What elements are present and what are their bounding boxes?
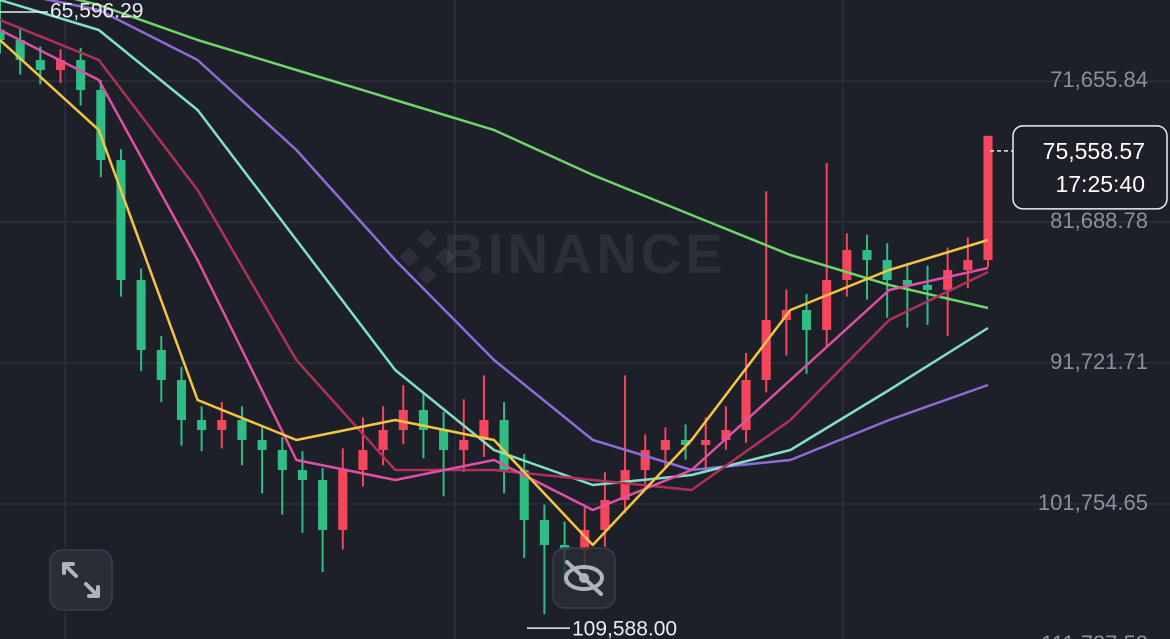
y-tick-label: 101,754.65: [1038, 490, 1148, 515]
candle-body: [439, 429, 449, 450]
candle-body: [217, 419, 227, 430]
candle-body: [479, 419, 489, 440]
y-tick-label: 71,655.84: [1050, 67, 1148, 92]
watermark: BINANCE: [443, 222, 726, 285]
candle-body: [277, 449, 287, 470]
candle-body: [963, 259, 973, 270]
candle-body: [580, 529, 590, 550]
ma-line: [43, 0, 989, 472]
candle-body: [822, 279, 832, 330]
candle-body: [378, 429, 388, 450]
low-marker-label: 65,596.29: [50, 0, 143, 23]
ma-line: [0, 28, 989, 512]
candle-body: [257, 439, 267, 450]
high-marker-label: 109,588.00: [572, 618, 677, 639]
candle-body: [0, 29, 5, 40]
candle-body: [499, 419, 509, 470]
candle-body: [681, 439, 691, 445]
candle-body: [761, 319, 771, 380]
candle-body: [338, 469, 348, 530]
y-axis: 71,655.84 81,688.78 91,721.71 101,754.65 111…: [1038, 67, 1148, 639]
ma-line: [0, 0, 989, 487]
candle-body: [620, 469, 630, 500]
watermark-logo: [399, 229, 455, 285]
candle-body: [801, 309, 812, 330]
ma-line: [0, 39, 989, 547]
candle-body: [902, 279, 912, 285]
candle-body: [943, 269, 953, 290]
countdown-label: 17:25:40: [1055, 171, 1145, 197]
candle-body: [459, 439, 469, 450]
y-tick-label: 91,721.71: [1050, 349, 1148, 374]
candle-body: [55, 59, 66, 71]
candle-body: [197, 419, 207, 430]
candle-body: [398, 409, 408, 430]
candle-body: [156, 349, 166, 380]
y-tick-label: 111,787.58: [1041, 631, 1148, 639]
candle-body: [741, 379, 751, 430]
last-price-badge: [1012, 125, 1168, 210]
candle-body: [640, 449, 650, 470]
candle-body: [983, 135, 993, 260]
candle-body: [35, 59, 45, 71]
moving-averages: [0, 0, 989, 547]
ma-line: [73, 0, 989, 310]
candle-body: [237, 419, 247, 440]
hide-indicators-button[interactable]: [552, 547, 616, 609]
candle-body: [519, 469, 529, 520]
candle-body: [842, 249, 852, 280]
candles: [0, 0, 993, 615]
grid: [0, 80, 1170, 505]
candle-body: [176, 379, 187, 420]
candle-body: [15, 39, 25, 60]
candle-body: [76, 59, 86, 90]
candle-body: [297, 469, 307, 480]
candle-body: [922, 284, 933, 290]
candle-body: [318, 479, 328, 530]
candle-body: [862, 249, 872, 260]
candle-body: [136, 279, 146, 350]
candle-body: [660, 439, 670, 450]
last-price-label: 75,558.57: [1043, 138, 1145, 164]
expand-button[interactable]: [49, 549, 113, 611]
y-tick-label: 81,688.78: [1050, 208, 1148, 233]
candle-body: [116, 159, 126, 280]
candle-body: [721, 429, 731, 440]
candle-body: [539, 519, 549, 545]
candle-body: [701, 439, 711, 445]
candle-body: [600, 499, 610, 530]
candle-body: [418, 409, 428, 430]
candle-body: [96, 89, 106, 160]
ma-line: [0, 18, 989, 492]
candle-body: [358, 449, 368, 470]
